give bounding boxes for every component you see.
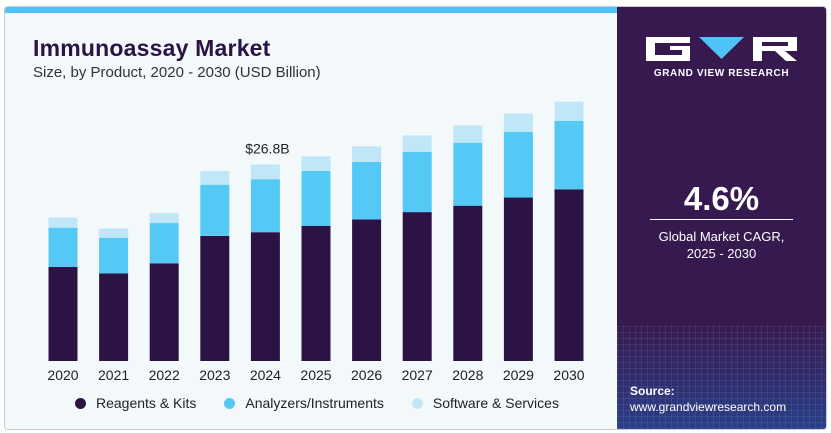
cagr-divider [650, 219, 793, 220]
cagr-label-line2: 2025 - 2030 [686, 246, 757, 261]
x-tick-label-2023: 2023 [199, 367, 230, 383]
bar-analyzers-instruments-2022 [149, 223, 179, 264]
x-tick-label-2021: 2021 [98, 367, 129, 383]
x-tick-label-2024: 2024 [250, 367, 281, 383]
cagr-label-line1: Global Market CAGR, [658, 229, 785, 244]
bar-reagents-kits-2020 [48, 266, 78, 361]
bar-software-services-2024 [250, 164, 280, 180]
legend-item-software-services: Software & Services [411, 395, 559, 411]
x-tick-label-2029: 2029 [503, 367, 534, 383]
bar-reagents-kits-2026 [352, 219, 382, 361]
chart-legend: Reagents & Kits Analyzers/Instruments Soft… [75, 393, 559, 413]
side-panel-pattern [617, 325, 826, 429]
brand-name: GRAND VIEW RESEARCH [653, 68, 790, 79]
bar-analyzers-instruments-2020 [48, 227, 78, 267]
bar-software-services-2021 [99, 228, 129, 238]
data-label-2024: $26.8B [245, 141, 289, 157]
bar-software-services-2028 [453, 125, 483, 143]
bar-reagents-kits-2027 [402, 212, 432, 361]
bar-reagents-kits-2024 [250, 232, 280, 361]
legend-marker-analyzers-instruments [224, 397, 236, 409]
legend-item-reagents-kits: Reagents & Kits [75, 395, 196, 411]
bar-software-services-2023 [200, 171, 230, 185]
x-tick-label-2025: 2025 [300, 367, 331, 383]
chart-subtitle: Size, by Product, 2020 - 2030 (USD Billi… [33, 64, 321, 81]
gvr-logo-icon [646, 37, 797, 61]
legend-item-analyzers-instruments: Analyzers/Instruments [224, 395, 384, 411]
bar-analyzers-instruments-2029 [503, 131, 533, 198]
bar-reagents-kits-2030 [554, 189, 584, 361]
bar-analyzers-instruments-2025 [301, 171, 331, 226]
chart-card: Immunoassay Market Size, by Product, 202… [4, 6, 827, 430]
bar-software-services-2027 [402, 135, 432, 152]
accent-bar [5, 7, 617, 13]
x-tick-label-2020: 2020 [47, 367, 78, 383]
legend-marker-reagents-kits [75, 397, 86, 409]
cagr-label: Global Market CAGR, 2025 - 2030 [617, 228, 826, 262]
legend-label-software-services: Software & Services [432, 395, 559, 411]
x-tick-label-2030: 2030 [553, 367, 584, 383]
bar-reagents-kits-2022 [149, 263, 179, 361]
legend-marker-software-services [411, 397, 423, 409]
source-url[interactable]: www.grandviewresearch.com [630, 400, 787, 414]
chart-panel: Immunoassay Market Size, by Product, 202… [5, 7, 617, 429]
bar-analyzers-instruments-2021 [99, 237, 129, 274]
x-tick-label-2022: 2022 [149, 367, 180, 383]
bar-reagents-kits-2023 [200, 235, 230, 361]
legend-label-reagents-kits: Reagents & Kits [96, 395, 197, 411]
side-panel: GRAND VIEW RESEARCH 4.6% Global Market C… [617, 7, 826, 429]
bar-chart: 2020 2021 2022 2023 2024 $26.8B 2025 2026 2027 20… [47, 101, 585, 383]
x-tick-label-2026: 2026 [351, 367, 382, 383]
legend-label-analyzers-instruments: Analyzers/Instruments [245, 395, 384, 411]
cagr-value: 4.6% [683, 180, 760, 217]
source-block: Source: www.grandviewresearch.com [630, 383, 786, 415]
x-tick-label-2028: 2028 [452, 367, 483, 383]
bar-reagents-kits-2029 [503, 197, 533, 361]
bar-analyzers-instruments-2023 [200, 184, 230, 236]
bar-software-services-2022 [149, 213, 179, 223]
bar-reagents-kits-2021 [99, 273, 129, 361]
bar-analyzers-instruments-2030 [554, 120, 584, 190]
bar-analyzers-instruments-2027 [402, 151, 432, 213]
bar-software-services-2025 [301, 156, 331, 171]
bar-software-services-2020 [48, 217, 78, 228]
source-label: Source: [630, 384, 675, 398]
x-tick-label-2027: 2027 [402, 367, 433, 383]
bar-software-services-2026 [352, 146, 382, 162]
bar-reagents-kits-2025 [301, 225, 331, 361]
bar-analyzers-instruments-2026 [352, 161, 382, 220]
chart-title: Immunoassay Market [33, 35, 271, 61]
bar-reagents-kits-2028 [453, 205, 483, 361]
bar-analyzers-instruments-2024 [250, 179, 280, 233]
bar-software-services-2029 [503, 113, 533, 132]
bar-analyzers-instruments-2028 [453, 142, 483, 206]
bar-software-services-2030 [554, 101, 584, 121]
